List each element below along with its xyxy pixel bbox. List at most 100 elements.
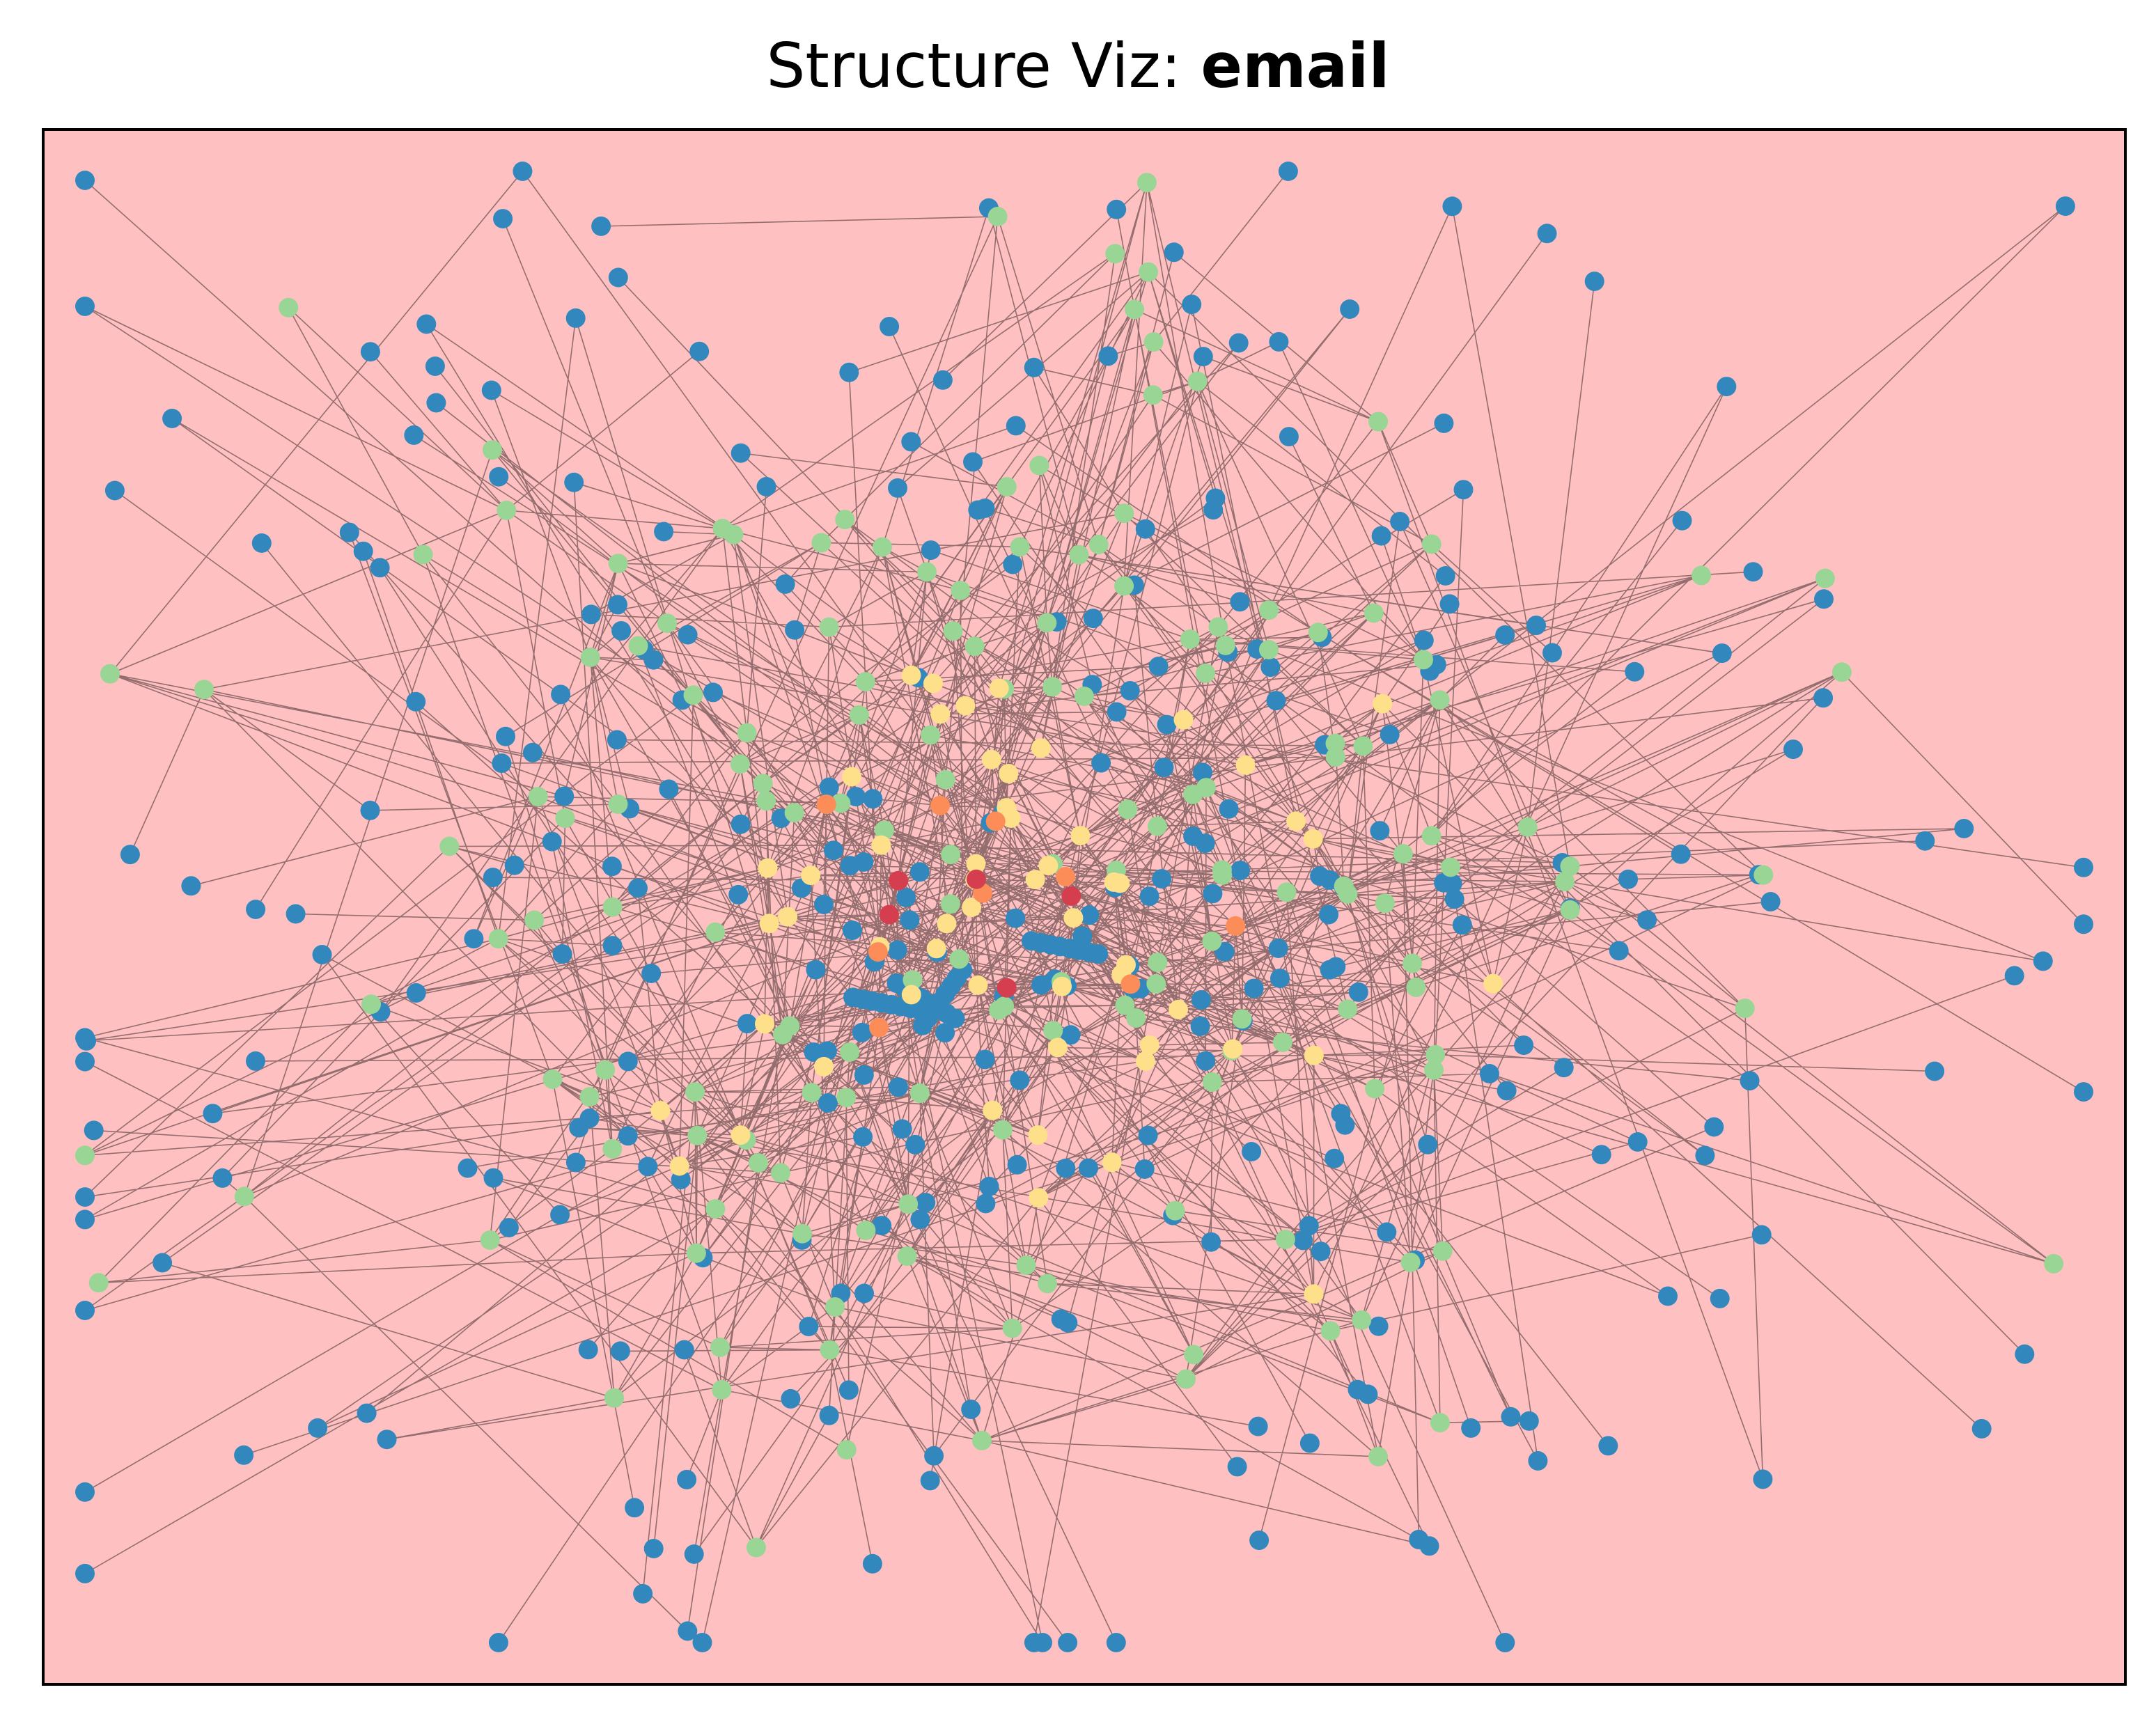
graph-node [1136, 173, 1157, 193]
graph-node [897, 1246, 917, 1267]
graph-node [997, 477, 1017, 497]
graph-node [1925, 1061, 1945, 1081]
graph-node [1074, 687, 1094, 706]
graph-node [1814, 589, 1834, 609]
graph-node [2055, 196, 2075, 217]
graph-node [2015, 1344, 2035, 1364]
graph-node [1190, 1016, 1210, 1036]
graph-node [903, 970, 923, 990]
graph-node [1202, 931, 1222, 951]
graph-node [964, 636, 985, 657]
graph-node [628, 636, 648, 656]
graph-node [855, 672, 875, 692]
graph-node [1320, 1321, 1341, 1341]
graph-node [1003, 554, 1023, 574]
graph-node [685, 1082, 705, 1102]
graph-node [1419, 1536, 1439, 1556]
graph-node [771, 1163, 790, 1183]
graph-node [602, 856, 622, 877]
graph-node [842, 921, 862, 941]
graph-node [499, 1218, 519, 1238]
graph-node [1056, 1158, 1076, 1178]
graph-node [1319, 905, 1339, 925]
graph-node [353, 541, 373, 561]
graph-node [1368, 1316, 1389, 1336]
graph-node [1380, 724, 1400, 744]
graph-node [1270, 969, 1290, 989]
graph-node [1278, 162, 1298, 181]
graph-node [1390, 512, 1410, 531]
graph-node [880, 317, 900, 336]
graph-node [1118, 799, 1138, 820]
graph-node [1169, 999, 1188, 1019]
graph-node [949, 949, 969, 969]
graph-node [1143, 385, 1163, 405]
graph-node [921, 725, 941, 745]
graph-node [1212, 860, 1232, 880]
graph-node [1051, 1309, 1071, 1329]
graph-node [377, 1430, 397, 1450]
graph-node [1338, 884, 1358, 904]
graph-node [840, 856, 860, 876]
graph-node [889, 870, 909, 891]
graph-node [1609, 941, 1629, 961]
graph-node [1038, 1274, 1057, 1294]
graph-node [464, 929, 484, 949]
graph-node [840, 1042, 860, 1062]
graph-node [1203, 500, 1224, 520]
graph-node [869, 1017, 889, 1037]
graph-node [1495, 1633, 1515, 1652]
graph-node [731, 1125, 751, 1145]
graph-node [842, 767, 862, 787]
graph-node [483, 1168, 503, 1188]
graph-node [839, 362, 859, 382]
graph-node [1102, 1152, 1122, 1173]
graph-node [1658, 1286, 1678, 1306]
graph-node [910, 1209, 930, 1230]
graph-node [1232, 1009, 1252, 1029]
graph-node [608, 794, 628, 814]
graph-node [1037, 613, 1057, 633]
graph-node [1182, 295, 1202, 315]
graph-node [426, 393, 446, 413]
graph-node [1176, 1369, 1196, 1389]
graph-node [1259, 600, 1279, 620]
graph-node [2074, 1082, 2093, 1102]
graph-node [1304, 1284, 1324, 1304]
graph-node [705, 922, 726, 942]
graph-node [987, 207, 1008, 226]
graph-node [234, 1445, 254, 1465]
graph-node [564, 472, 584, 492]
graph-node [1430, 690, 1450, 710]
graph-node [1025, 870, 1045, 890]
graph-node [602, 1138, 623, 1159]
graph-node [1052, 976, 1072, 996]
graph-node [1760, 892, 1781, 911]
graph-node [1740, 1071, 1760, 1091]
graph-node [618, 1126, 638, 1146]
graph-node [1442, 874, 1462, 893]
graph-node [1751, 1225, 1772, 1245]
graph-node [1637, 910, 1657, 930]
graph-node [1196, 1051, 1216, 1071]
graph-node [1432, 1241, 1453, 1261]
graph-node [896, 888, 916, 907]
graph-node [820, 1340, 840, 1360]
graph-node [917, 562, 937, 582]
graph-node [1560, 856, 1580, 877]
graph-node [1753, 865, 1774, 885]
graph-node [1157, 714, 1177, 735]
graph-node [2074, 857, 2093, 877]
graph-node [901, 432, 921, 452]
graph-node [1029, 1188, 1049, 1208]
graph-node [1114, 503, 1134, 524]
graph-node [728, 884, 749, 905]
graph-node [683, 685, 703, 705]
graph-node [819, 777, 839, 797]
graph-node [153, 1253, 173, 1273]
graph-node [985, 811, 1006, 831]
graph-node [1528, 1451, 1548, 1471]
graph-node [1088, 535, 1109, 554]
graph-node [1273, 1033, 1292, 1052]
